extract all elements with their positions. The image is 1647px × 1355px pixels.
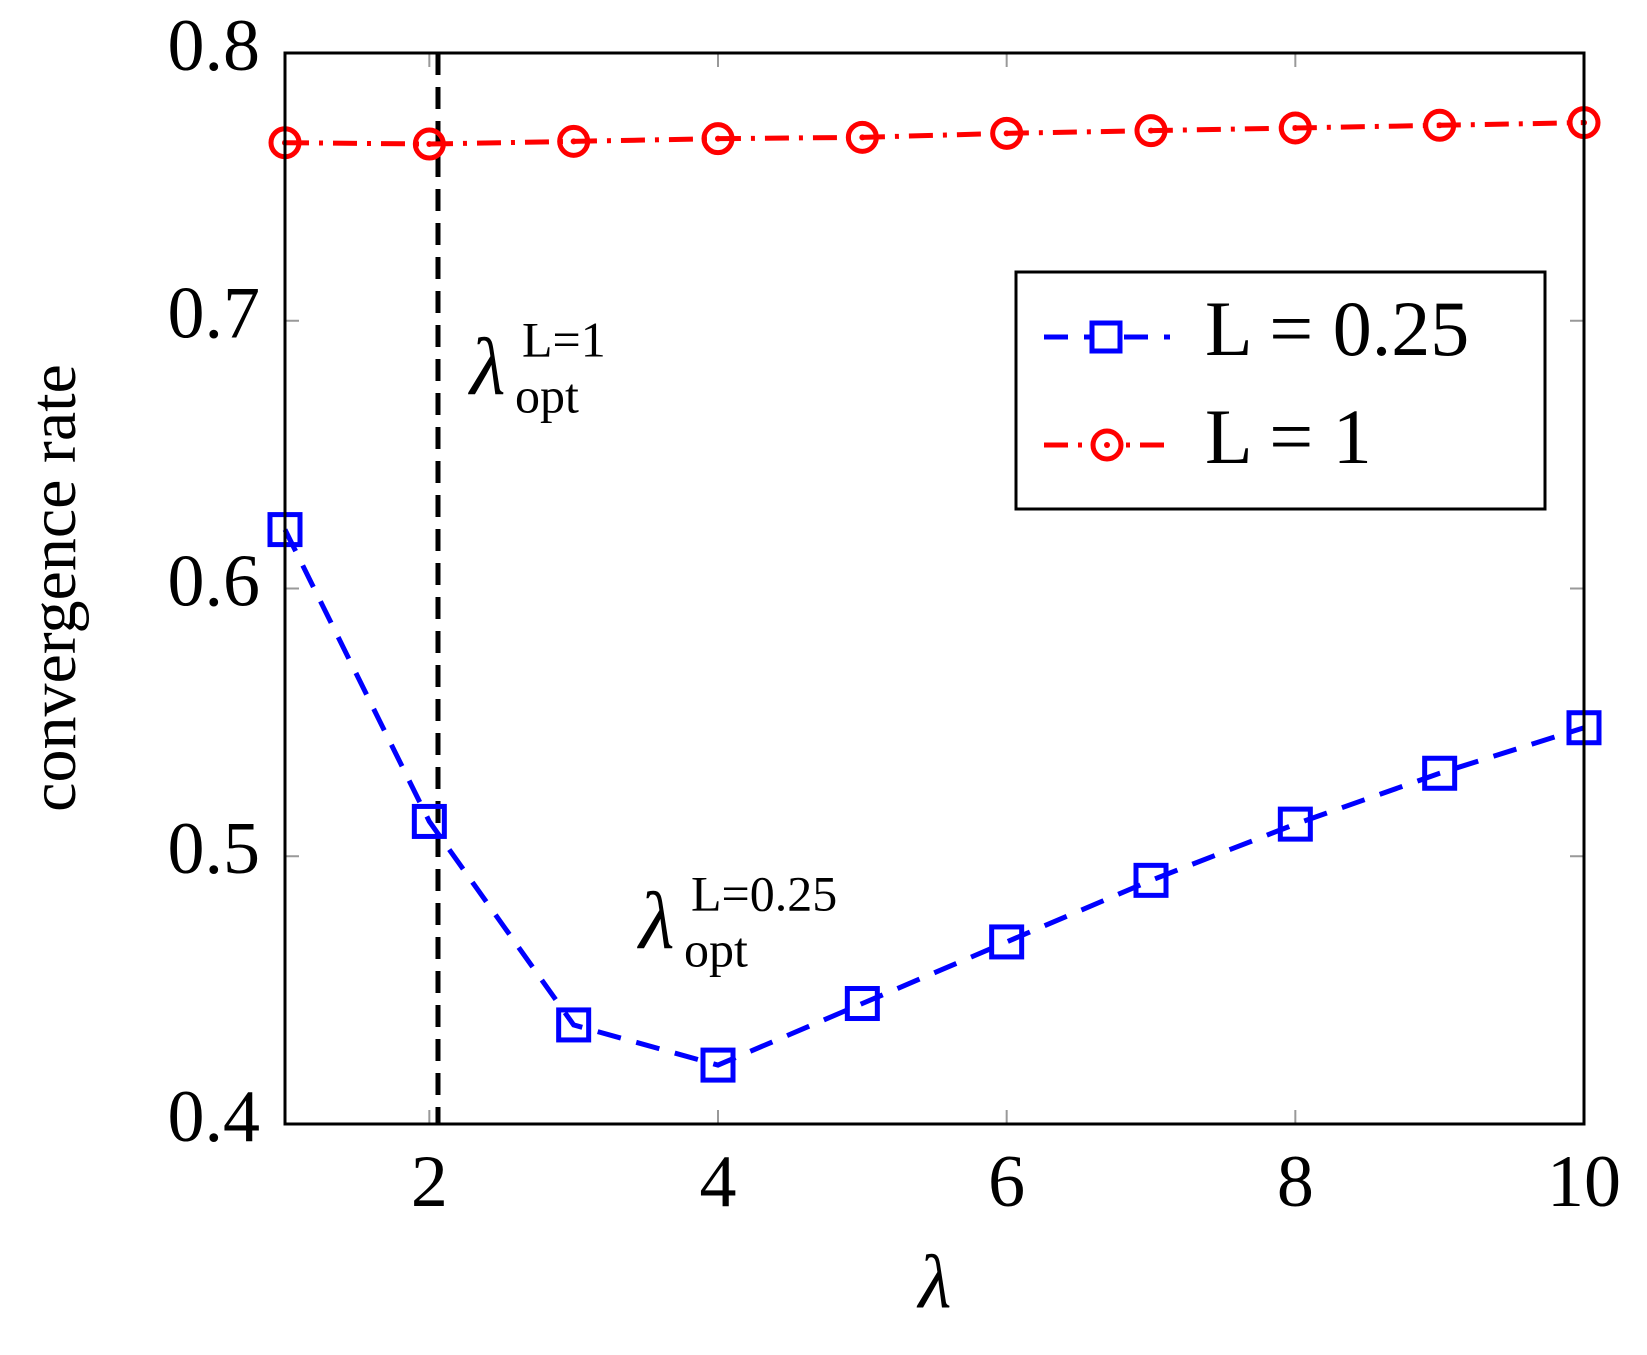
y-tick-label: 0.7 <box>168 273 261 355</box>
legend-label: L = 0.25 <box>1205 285 1469 372</box>
legend-box <box>1014 270 1547 511</box>
y-tick-label: 0.4 <box>168 1076 261 1158</box>
marker-dot <box>426 141 433 148</box>
legend-label: L = 1 <box>1205 393 1372 480</box>
marker <box>989 924 1025 960</box>
series-line <box>284 120 1585 147</box>
marker <box>1278 111 1312 145</box>
marker-dot <box>859 134 866 141</box>
marker-dot <box>715 135 721 142</box>
y-tick-label: 0.6 <box>168 540 261 622</box>
x-tick-label: 10 <box>1547 1141 1621 1223</box>
annotation-superscript: L=0.25 <box>691 865 837 921</box>
annotation: λ <box>468 321 506 412</box>
marker <box>412 127 446 161</box>
marker <box>1133 862 1169 898</box>
annotation: λ <box>637 875 675 966</box>
marker <box>700 1047 736 1083</box>
marker <box>844 986 880 1022</box>
marker-dot <box>1436 122 1443 129</box>
marker-dot <box>1292 124 1299 131</box>
marker-dot <box>570 138 577 145</box>
marker-dot <box>1003 130 1010 137</box>
y-axis-label: convergence rate <box>17 364 90 812</box>
marker <box>556 1007 592 1043</box>
marker <box>1422 755 1458 791</box>
y-tick-label: 0.5 <box>168 808 261 890</box>
marker <box>411 803 447 839</box>
x-tick-label: 8 <box>1277 1141 1314 1223</box>
marker <box>1277 806 1313 842</box>
annotation-superscript: L=1 <box>522 311 606 367</box>
marker <box>1134 114 1168 148</box>
marker <box>701 122 735 156</box>
series-line <box>282 528 1585 1068</box>
legend-marker <box>1089 320 1123 354</box>
plot-frame <box>283 51 1586 1126</box>
marker <box>557 124 591 158</box>
marker <box>990 116 1024 150</box>
x-tick-label: 4 <box>700 1141 737 1223</box>
legend-marker-dot <box>1104 442 1110 448</box>
x-axis-label: λ <box>917 1240 952 1324</box>
marker <box>845 120 879 154</box>
annotation-subscript: opt <box>515 367 579 423</box>
x-tick-label: 2 <box>411 1141 448 1223</box>
marker-dot <box>1148 127 1154 134</box>
marker <box>1423 108 1457 142</box>
annotation-subscript: opt <box>684 921 748 977</box>
y-tick-label: 0.8 <box>168 5 261 87</box>
x-tick-label: 6 <box>988 1141 1025 1223</box>
